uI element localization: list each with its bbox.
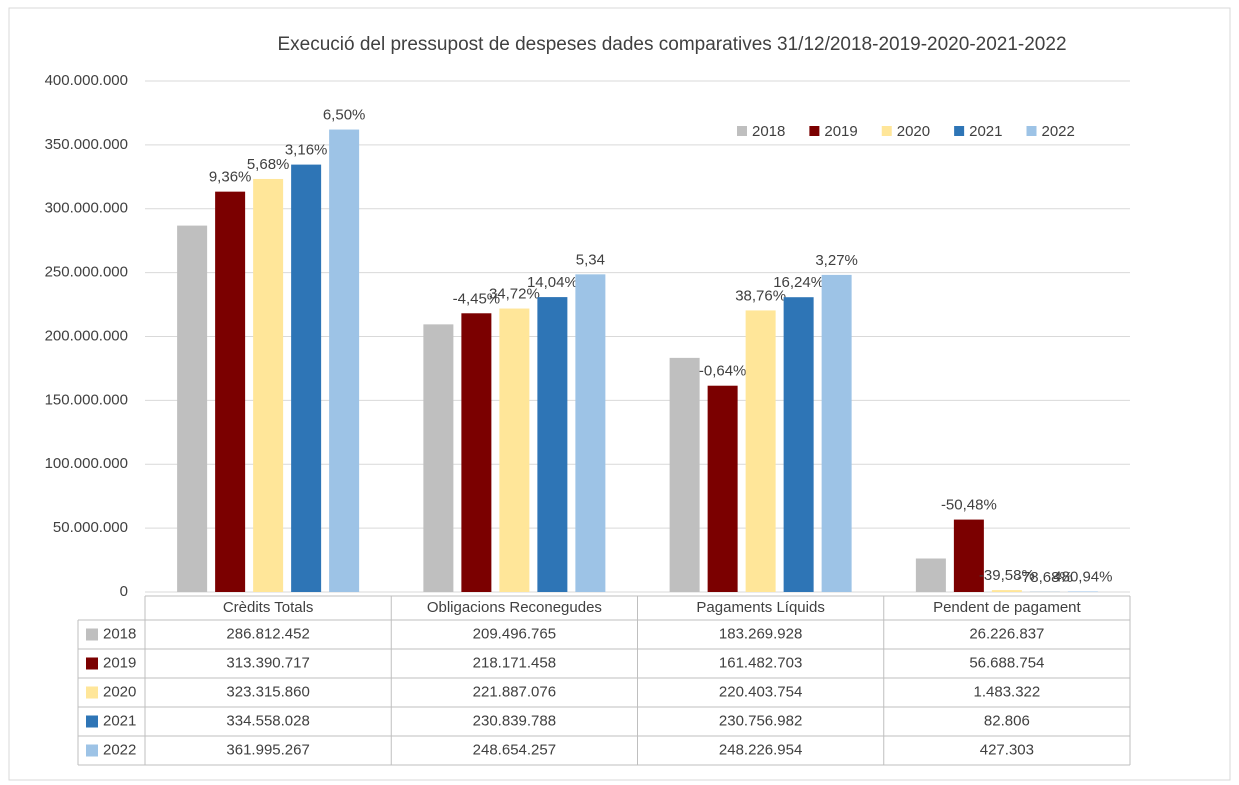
table-cell: 361.995.267	[226, 741, 309, 758]
legend-swatch	[954, 126, 965, 136]
annotation: 5,34	[576, 251, 605, 268]
table-cell: 286.812.452	[226, 625, 309, 642]
annotation: -39,58%	[979, 567, 1035, 584]
table-cell: 230.839.788	[473, 712, 556, 729]
y-tick-label: 50.000.000	[53, 519, 128, 536]
annotation: 3,27%	[815, 252, 858, 269]
y-tick-label: 100.000.000	[45, 455, 128, 472]
y-tick-label: 400.000.000	[45, 72, 128, 89]
legend-swatch	[809, 126, 820, 136]
annotation: -0,64%	[699, 363, 747, 380]
bar	[423, 324, 454, 592]
bar	[537, 297, 568, 592]
y-tick-label: 250.000.000	[45, 264, 128, 281]
bar	[915, 558, 946, 592]
annotation: -78,68%	[1017, 569, 1073, 586]
x-tick-label: Crèdits Totals	[223, 599, 314, 616]
table-swatch	[86, 628, 98, 641]
legend-label: 2018	[752, 123, 785, 140]
annotation: -50,48%	[941, 497, 997, 514]
y-tick-label: 200.000.000	[45, 327, 128, 344]
table-cell: 248.226.954	[719, 741, 802, 758]
chart-border	[8, 7, 1231, 781]
table-cell: 1.483.322	[974, 683, 1041, 700]
annotation: -4,45%	[453, 290, 501, 307]
annotation: 480,94%	[1053, 568, 1112, 585]
bar	[783, 297, 814, 592]
table-series-label: 2019	[103, 654, 136, 671]
bar	[669, 357, 700, 592]
bar	[461, 313, 492, 592]
bar	[745, 310, 776, 592]
annotation: 14,04%	[527, 274, 578, 291]
legend-label: 2022	[1042, 123, 1075, 140]
table-cell: 209.496.765	[473, 625, 556, 642]
table-cell: 221.887.076	[473, 683, 556, 700]
bar	[575, 274, 606, 592]
annotation: 9,36%	[209, 169, 252, 186]
table-series-label: 2018	[103, 625, 136, 642]
bar	[177, 225, 208, 592]
table-cell: 82.806	[984, 712, 1030, 729]
bar	[291, 164, 322, 592]
annotation: 3,16%	[285, 142, 328, 159]
bar	[499, 308, 530, 592]
bar	[215, 191, 246, 592]
table-swatch	[86, 657, 98, 670]
table-cell: 313.390.717	[226, 654, 309, 671]
table-cell: 427.303	[980, 741, 1034, 758]
annotation: 5,68%	[247, 156, 290, 173]
legend-swatch	[737, 126, 747, 136]
annotation: 34,72%	[489, 286, 540, 303]
legend-label: 2019	[824, 123, 857, 140]
y-tick-label: 0	[120, 583, 128, 600]
bar	[1067, 591, 1098, 592]
table-swatch	[86, 715, 98, 728]
table-series-label: 2021	[103, 712, 136, 729]
legend-swatch	[881, 126, 892, 136]
table-series-label: 2022	[103, 741, 136, 758]
bar	[953, 519, 984, 592]
legend-label: 2020	[897, 123, 930, 140]
y-tick-label: 300.000.000	[45, 200, 128, 217]
table-cell: 220.403.754	[719, 683, 802, 700]
table-cell: 56.688.754	[969, 654, 1044, 671]
annotation: 6,50%	[323, 107, 366, 124]
x-tick-label: Pendent de pagament	[933, 599, 1081, 616]
annotation: 38,76%	[735, 287, 786, 304]
table-swatch	[86, 744, 98, 757]
chart-title: Execució del pressupost de despeses dade…	[277, 34, 1066, 55]
table-swatch	[86, 686, 98, 699]
table-cell: 218.171.458	[473, 654, 556, 671]
table-cell: 334.558.028	[226, 712, 309, 729]
table-cell: 248.654.257	[473, 741, 556, 758]
bar	[991, 590, 1022, 592]
x-tick-label: Pagaments Líquids	[696, 599, 824, 616]
table-cell: 323.315.860	[226, 683, 309, 700]
table-cell: 183.269.928	[719, 625, 802, 642]
y-tick-label: 350.000.000	[45, 136, 128, 153]
bar	[253, 178, 284, 592]
legend-swatch	[1026, 126, 1037, 136]
table-cell: 26.226.837	[969, 625, 1044, 642]
y-tick-label: 150.000.000	[45, 391, 128, 408]
legend-label: 2021	[969, 123, 1002, 140]
bar	[821, 274, 852, 592]
table-series-label: 2020	[103, 683, 136, 700]
bar	[329, 129, 360, 593]
bar	[707, 385, 738, 592]
x-tick-label: Obligacions Reconegudes	[427, 599, 602, 616]
table-cell: 161.482.703	[719, 654, 802, 671]
table-cell: 230.756.982	[719, 712, 802, 729]
annotation: 16,24%	[773, 274, 824, 291]
